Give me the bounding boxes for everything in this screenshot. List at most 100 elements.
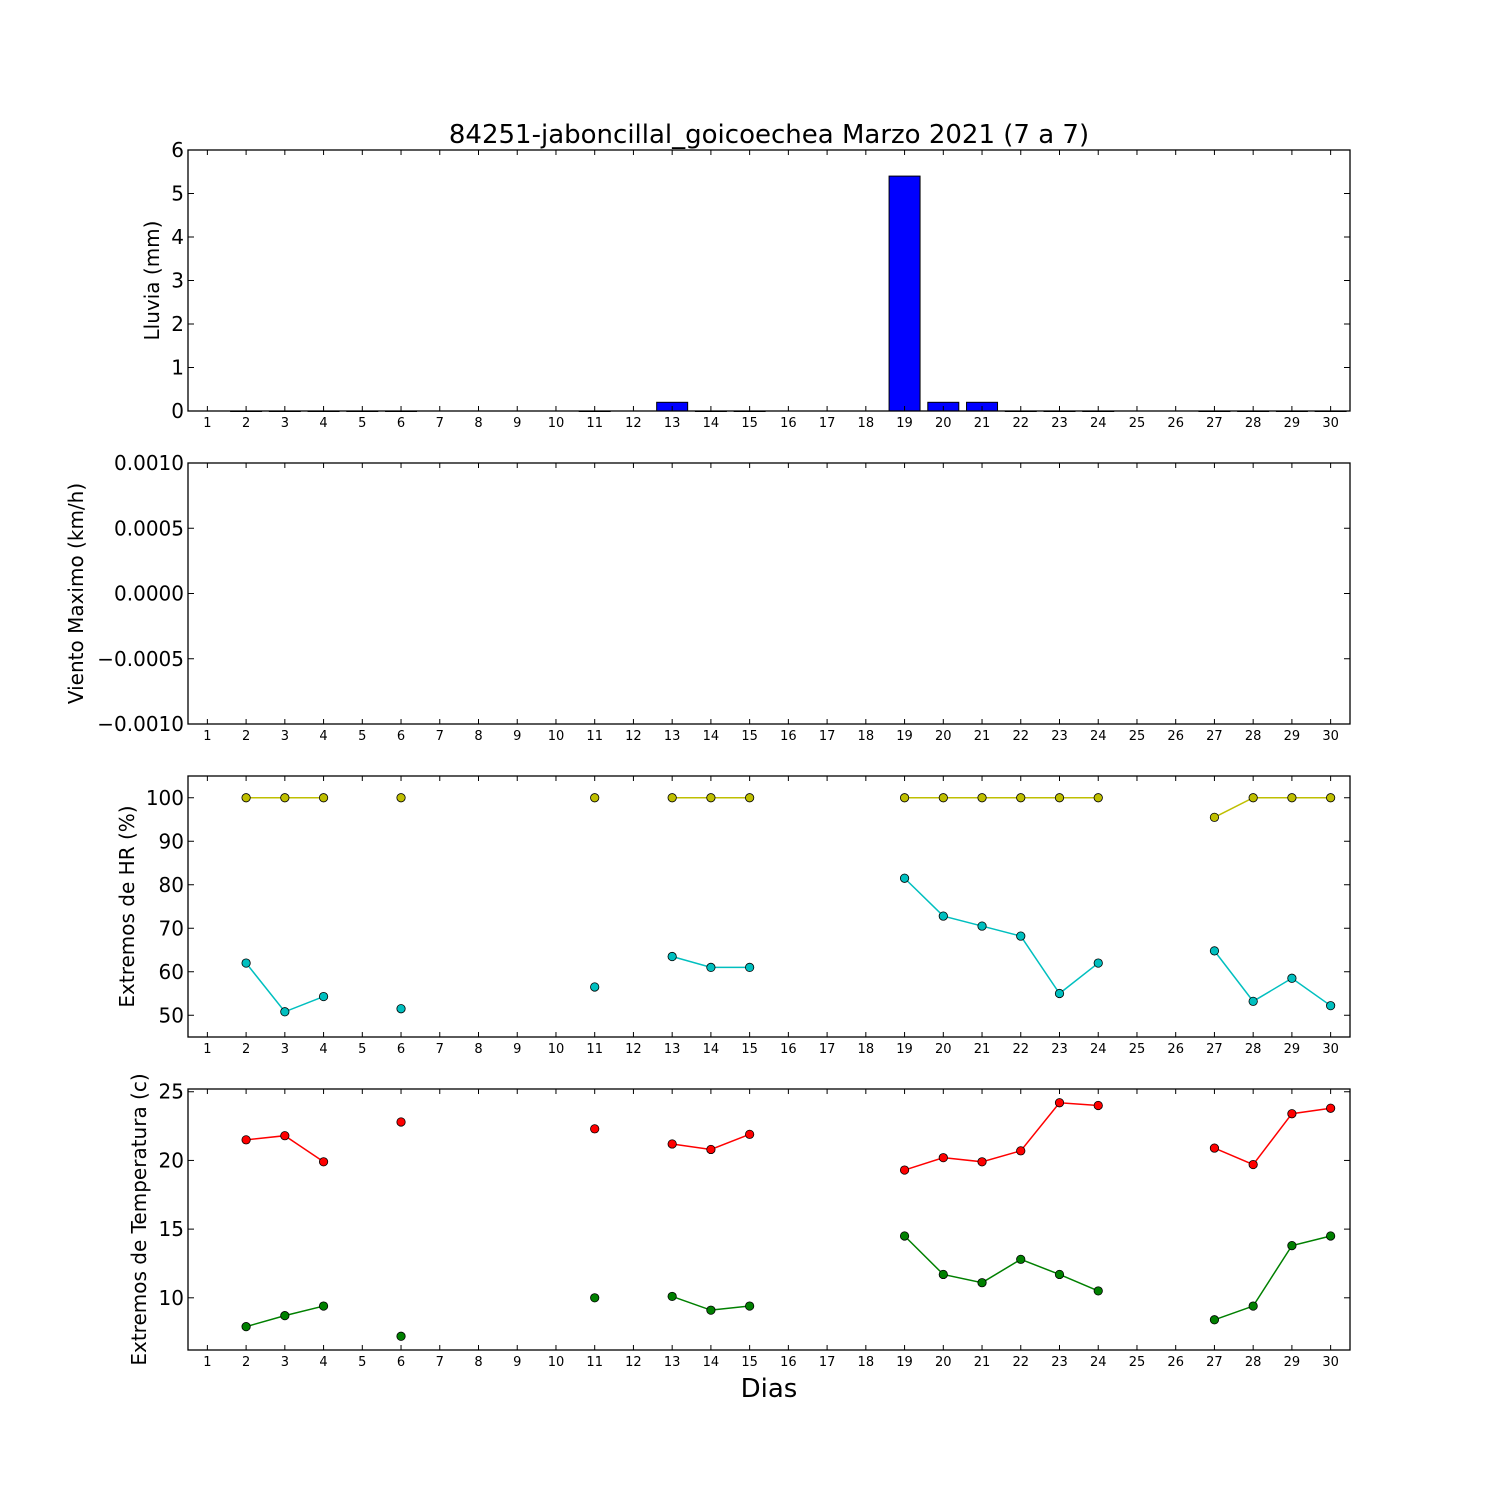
hr-x-tick-label: 29 [1284, 1042, 1301, 1057]
humidity-panel: Extremos de HR (%) 1 2 3 4 5 6 7 8 9 10 11 12 13 14 15… [115, 775, 1351, 1057]
wind-x-tick-label: 21 [974, 729, 991, 744]
rain-x-tick-label: 19 [896, 416, 913, 431]
wind-x-tick-label: 27 [1206, 729, 1223, 744]
chart-title: 84251-jaboncillal_goicoechea Marzo 2021 … [449, 120, 1089, 150]
wind-x-tick-label: 12 [625, 729, 642, 744]
temp-series-0-point-day-11 [590, 1124, 600, 1134]
wind-x-tick-label: 19 [896, 729, 913, 744]
rain-y-tick-label: 3 [171, 269, 184, 293]
temp-x-tick-label: 21 [974, 1355, 991, 1370]
hr-series-1-point-day-2 [241, 958, 251, 968]
wind-y-tick-label: −0.0005 [97, 647, 184, 671]
hr-series-0-point-day-23 [1054, 793, 1065, 803]
hr-x-tick-label: 27 [1206, 1042, 1223, 1057]
temp-series-0-point-day-29 [1287, 1109, 1297, 1119]
rain-x-tick-label: 16 [780, 416, 797, 431]
temp-y-tick-label: 10 [159, 1286, 184, 1310]
rain-bar-day-19 [888, 175, 921, 412]
wind-x-tick-label: 22 [1012, 729, 1029, 744]
hr-plot-frame [187, 775, 1351, 1038]
rain-x-tick-label: 18 [858, 416, 875, 431]
temp-series-1-point-day-6 [396, 1331, 406, 1341]
wind-x-tick-label: 24 [1090, 729, 1107, 744]
rain-y-tick-label: 1 [171, 356, 184, 380]
hr-x-tick-label: 24 [1090, 1042, 1107, 1057]
temp-series-0-point-day-22 [1016, 1146, 1026, 1156]
temp-series-1-point-day-13 [667, 1291, 677, 1302]
temp-series-0-point-day-14 [706, 1144, 716, 1155]
temp-x-tick-label: 7 [436, 1355, 444, 1370]
temp-series-0-point-day-6 [396, 1117, 406, 1127]
wind-y-tick-label: 0.0010 [114, 451, 184, 475]
hr-x-tick-label: 28 [1245, 1042, 1262, 1057]
temp-series-1-point-day-21 [977, 1278, 987, 1288]
hr-series-1-point-day-4 [318, 991, 329, 1002]
wind-y-axis-label: Viento Maximo (km/h) [64, 483, 88, 704]
rain-y-tick-label: 4 [171, 225, 184, 249]
hr-series-0-point-day-28 [1248, 793, 1258, 803]
hr-series-1-point-day-27 [1209, 946, 1220, 956]
temp-y-tick-label: 20 [159, 1148, 184, 1172]
temp-series-0-line [1214, 1107, 1331, 1166]
rain-x-tick-label: 25 [1129, 416, 1146, 431]
hr-x-tick-label: 18 [858, 1042, 875, 1057]
temp-series-1-point-day-15 [745, 1301, 755, 1311]
wind-x-tick-label: 30 [1322, 729, 1339, 744]
temp-x-tick-label: 10 [548, 1355, 565, 1370]
hr-series-1-point-day-6 [396, 1004, 406, 1014]
hr-series-0-point-day-4 [318, 793, 329, 803]
hr-series-0-point-day-22 [1016, 793, 1026, 803]
temp-x-tick-label: 29 [1284, 1355, 1301, 1370]
hr-x-tick-label: 5 [358, 1042, 366, 1057]
temp-series-1-point-day-20 [938, 1269, 948, 1280]
temp-series-0-point-day-13 [667, 1139, 677, 1149]
wind-x-tick-label: 20 [935, 729, 952, 744]
temp-series-1-point-day-19 [899, 1231, 910, 1241]
hr-series-1-point-day-13 [667, 951, 677, 962]
rain-x-tick-label: 10 [548, 416, 565, 431]
temp-series-0-line [904, 1101, 1099, 1171]
temp-x-tick-label: 15 [741, 1355, 758, 1370]
temp-x-tick-label: 23 [1051, 1355, 1068, 1370]
temp-x-tick-label: 30 [1322, 1355, 1339, 1370]
rain-x-tick-label: 29 [1284, 416, 1301, 431]
temp-x-tick-label: 3 [281, 1355, 289, 1370]
temp-x-tick-label: 1 [203, 1355, 211, 1370]
wind-y-tick-label: 0.0005 [114, 516, 184, 540]
temperature-panel: Extremos de Temperatura (c) 1 2 3 4 5 6 7 8 9 10 1… [127, 1073, 1351, 1370]
hr-series-0-point-day-2 [241, 793, 251, 803]
temp-x-tick-label: 26 [1167, 1355, 1184, 1370]
wind-x-tick-label: 4 [319, 729, 327, 744]
wind-y-tick-label: 0.0000 [114, 582, 184, 606]
hr-series-0-line [1214, 797, 1331, 818]
wind-x-tick-label: 25 [1129, 729, 1146, 744]
temp-x-tick-label: 25 [1129, 1355, 1146, 1370]
hr-x-tick-label: 1 [203, 1042, 211, 1057]
rain-y-tick-label: 5 [171, 182, 184, 206]
temp-x-tick-label: 11 [586, 1355, 603, 1370]
temp-series-0-point-day-30 [1326, 1103, 1336, 1113]
temp-series-0-point-day-15 [745, 1129, 755, 1139]
temp-series-1-point-day-28 [1248, 1301, 1258, 1311]
temp-x-tick-label: 28 [1245, 1355, 1262, 1370]
rain-x-tick-label: 30 [1322, 416, 1339, 431]
hr-x-tick-label: 13 [664, 1042, 681, 1057]
hr-series-0-point-day-11 [590, 793, 600, 803]
rain-y-tick-label: 2 [171, 312, 184, 336]
hr-series-1-point-day-24 [1093, 958, 1103, 968]
temp-x-tick-label: 6 [397, 1355, 405, 1370]
wind-x-tick-label: 1 [203, 729, 211, 744]
wind-x-tick-label: 5 [358, 729, 366, 744]
rain-x-tick-label: 3 [281, 416, 289, 431]
rain-x-tick-label: 20 [935, 416, 952, 431]
hr-x-tick-label: 23 [1051, 1042, 1068, 1057]
temp-x-tick-label: 14 [703, 1355, 720, 1370]
temp-series-0-point-day-2 [241, 1135, 251, 1145]
wind-x-tick-label: 13 [664, 729, 681, 744]
hr-series-0-point-day-14 [706, 793, 716, 803]
temp-x-tick-label: 17 [819, 1355, 836, 1370]
temp-x-tick-label: 9 [513, 1355, 521, 1370]
hr-x-tick-label: 15 [741, 1042, 758, 1057]
